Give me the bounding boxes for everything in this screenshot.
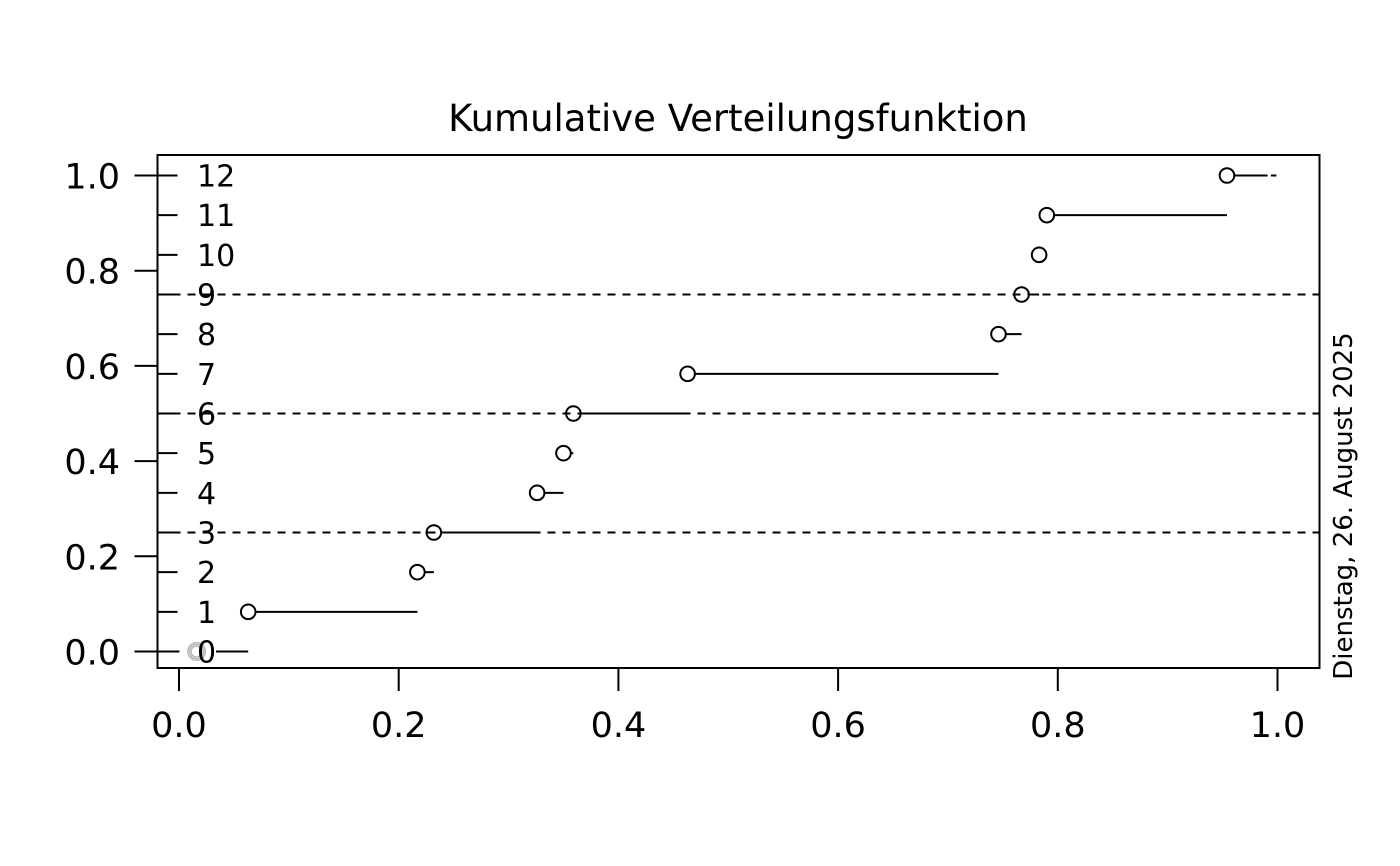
x-tick-label: 0.4	[591, 706, 647, 746]
ecdf-point	[565, 405, 582, 422]
y-tick-label: 1.0	[64, 158, 120, 198]
ghost-point-rings	[190, 645, 203, 658]
step-count-label: 3	[197, 517, 216, 552]
plot-box	[156, 154, 1321, 669]
step-count-label: 0	[197, 636, 216, 671]
x-tick-label: 0.8	[1030, 706, 1086, 746]
x-tick-label: 0.0	[151, 706, 207, 746]
ecdf-point	[555, 444, 572, 462]
step-count-label: 5	[197, 437, 216, 472]
y-tick-label: 0.4	[64, 443, 120, 483]
y-tick-label: 0.2	[64, 538, 120, 578]
ecdf-point	[1030, 246, 1048, 264]
step-count-label: 1	[197, 596, 216, 631]
step-count-label: 9	[197, 279, 216, 314]
step-count-label: 6	[197, 398, 216, 433]
ecdf-point	[239, 603, 257, 621]
ecdf-point	[1218, 167, 1236, 184]
ecdf-point	[528, 484, 546, 502]
ecdf-point	[679, 365, 696, 383]
step-count-label: 2	[197, 556, 216, 591]
ghost-point-rings	[187, 642, 207, 662]
step-count-label: 4	[197, 477, 216, 512]
y-tick-label: 0.8	[64, 253, 120, 293]
x-tick-label: 0.2	[371, 706, 427, 746]
ecdf-point	[1038, 206, 1056, 224]
ecdf-point	[1013, 286, 1030, 303]
ghost-point-rings	[188, 643, 205, 660]
ecdf-point	[425, 524, 443, 541]
x-tick-label: 1.0	[1250, 706, 1306, 746]
step-count-label: 7	[197, 358, 216, 393]
step-count-label: 12	[197, 160, 235, 195]
ecdf-point	[409, 563, 426, 581]
y-tick-label: 0.0	[64, 634, 120, 674]
step-count-label: 8	[197, 318, 216, 353]
chart-title: Kumulative Verteilungsfunktion	[448, 97, 1028, 140]
y-tick-label: 0.6	[64, 348, 120, 388]
step-count-label: 11	[197, 199, 235, 234]
date-sidenote: Dienstag, 26. August 2025	[1329, 332, 1359, 680]
ecdf-point	[990, 325, 1007, 343]
step-count-label: 10	[197, 239, 235, 274]
x-tick-label: 0.6	[810, 706, 866, 746]
